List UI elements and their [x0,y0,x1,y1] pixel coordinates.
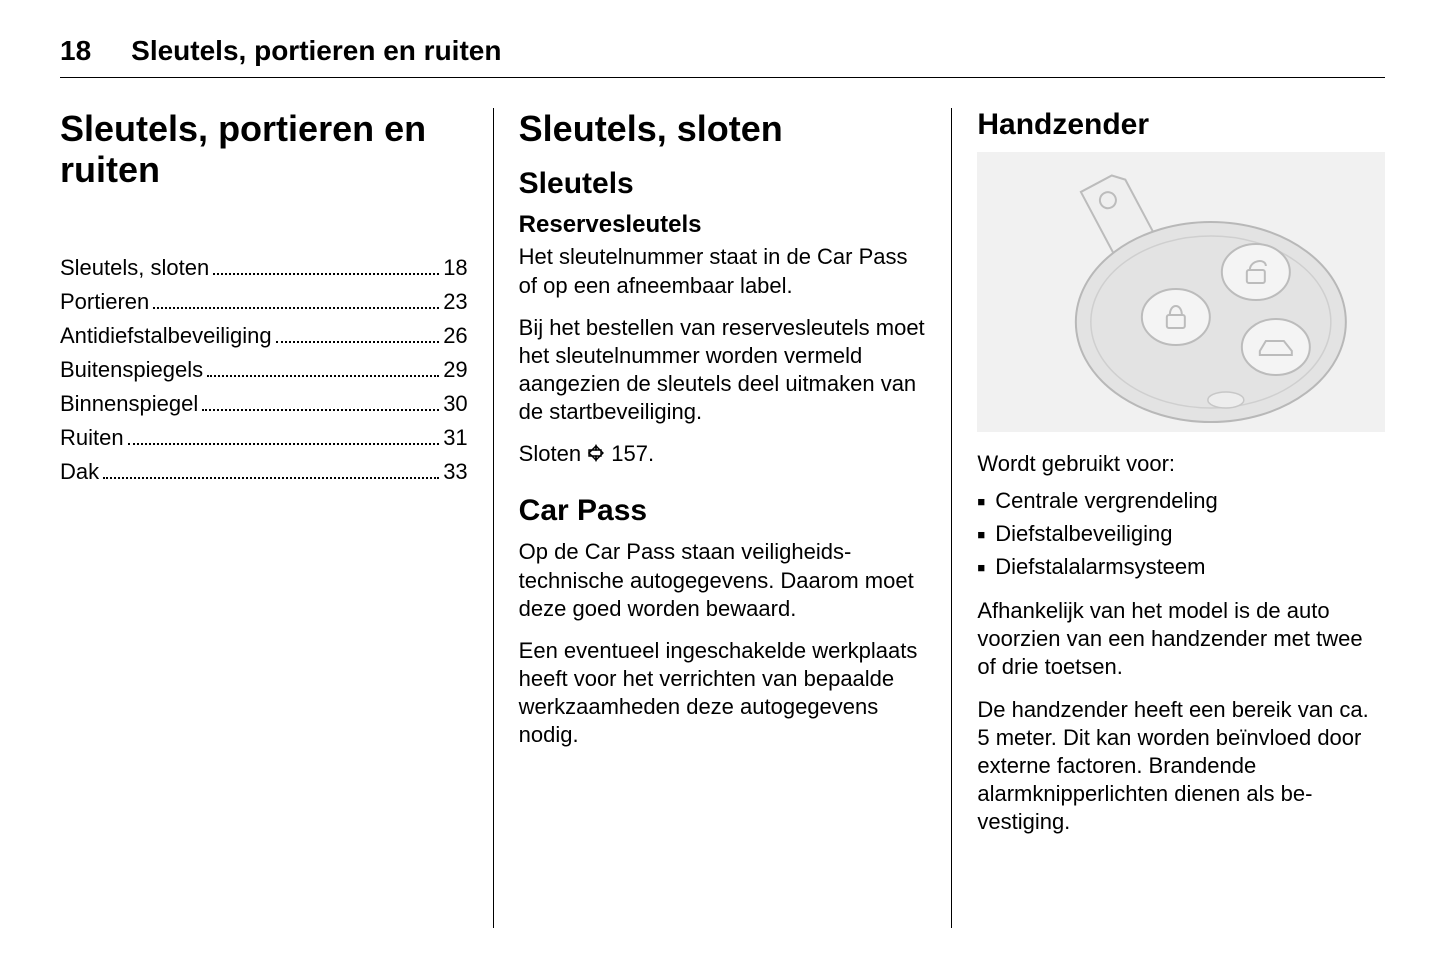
key-fob-svg [977,152,1385,432]
heading-car-pass: Car Pass [519,494,927,528]
toc-page: 31 [443,421,467,455]
list-item: Diefstalalarmsysteem [977,550,1385,583]
toc-dots [202,409,439,411]
heading-sleutels-sloten: Sleutels, sloten [519,108,927,149]
toc-row: Antidiefstalbeveiliging 26 [60,319,468,353]
toc-label: Portieren [60,285,149,319]
key-fob-illustration [977,152,1385,432]
bullet-list: Centrale vergrendelingDiefstalbeveiligin… [977,484,1385,583]
toc-dots [207,375,439,377]
toc-label: Ruiten [60,421,124,455]
toc-label: Dak [60,455,99,489]
heading-reservesleutels: Reservesleutels [519,211,927,239]
toc-row: Binnenspiegel 30 [60,387,468,421]
toc-dots [103,477,439,479]
heading-sleutels: Sleutels [519,167,927,201]
toc-page: 29 [443,353,467,387]
toc-label: Binnenspiegel [60,387,198,421]
toc-dots [128,443,440,445]
page-header: 18 Sleutels, portieren en ruiten [60,35,1385,78]
toc-page: 30 [443,387,467,421]
column-1: Sleutels, portieren en ruiten Sleutels, … [60,108,493,928]
toc-label: Sleutels, sloten [60,251,209,285]
column-3: Handzender [951,108,1385,928]
toc-page: 33 [443,455,467,489]
toc-page: 26 [443,319,467,353]
toc-label: Buitenspiegels [60,353,203,387]
list-item: Diefstalbeveiliging [977,517,1385,550]
ref-page: 157. [605,441,654,466]
cross-reference: Sloten 157. [519,440,927,468]
list-item: Centrale vergrendeling [977,484,1385,517]
paragraph: Bij het bestellen van reservesleutels mo… [519,314,927,427]
toc-page: 18 [443,251,467,285]
toc-row: Buitenspiegels 29 [60,353,468,387]
section-title: Sleutels, portieren en ruiten [60,108,468,191]
paragraph: Een eventueel ingeschakelde werk­plaats … [519,637,927,750]
toc-row: Dak 33 [60,455,468,489]
paragraph: Wordt gebruikt voor: [977,450,1385,478]
heading-handzender: Handzender [977,108,1385,142]
page-number: 18 [60,35,91,67]
reference-icon [587,444,605,462]
toc-row: Ruiten 31 [60,421,468,455]
ref-text: Sloten [519,441,588,466]
toc-dots [153,307,439,309]
paragraph: Afhankelijk van het model is de auto voo… [977,597,1385,681]
toc-dots [276,341,440,343]
paragraph: Het sleutelnummer staat in de Car Pass o… [519,243,927,299]
toc-label: Antidiefstalbeveiliging [60,319,272,353]
toc-list: Sleutels, sloten 18Portieren 23Antidiefs… [60,251,468,490]
header-title: Sleutels, portieren en ruiten [131,35,501,67]
toc-row: Sleutels, sloten 18 [60,251,468,285]
content-columns: Sleutels, portieren en ruiten Sleutels, … [60,108,1385,928]
paragraph: Op de Car Pass staan veiligheids­technis… [519,538,927,622]
toc-row: Portieren 23 [60,285,468,319]
column-2: Sleutels, sloten Sleutels Reservesleutel… [493,108,952,928]
toc-page: 23 [443,285,467,319]
paragraph: De handzender heeft een bereik van ca. 5… [977,696,1385,837]
toc-dots [213,273,439,275]
